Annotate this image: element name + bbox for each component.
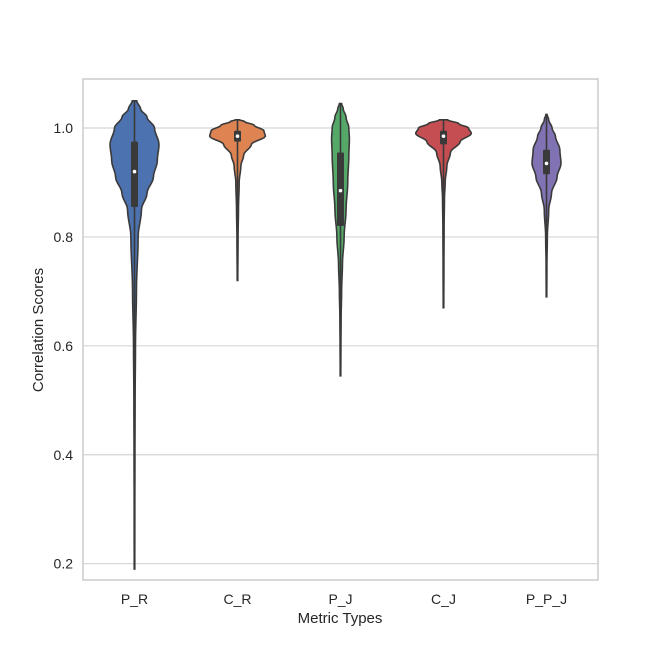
violin-median-point [132, 169, 137, 174]
x-tick-label: P_R [121, 591, 148, 607]
x-tick-label: C_R [223, 591, 251, 607]
violin-p-p-j [531, 113, 562, 298]
violin-median-point [235, 134, 240, 138]
y-tick-label: 1.0 [54, 120, 74, 136]
violin-c-r [208, 119, 267, 282]
x-tick-label: P_J [328, 591, 352, 607]
violin-c-j [414, 119, 473, 309]
violin-median-point [441, 134, 446, 138]
x-tick-labels: P_R C_R P_J C_J P_P_J [121, 591, 567, 607]
plot-frame [82, 78, 599, 581]
x-tick-label: C_J [431, 591, 456, 607]
violin-p-j [330, 102, 351, 377]
x-tick-label: P_P_J [526, 591, 567, 607]
violin-p-r [109, 99, 160, 570]
y-tick-label: 0.6 [54, 338, 74, 354]
y-tick-labels: 0.2 0.4 0.6 0.8 1.0 [54, 120, 74, 572]
y-axis-label: Correlation Scores [30, 268, 47, 392]
y-tick-label: 0.2 [54, 556, 74, 572]
violin-median-point [338, 188, 343, 193]
y-tick-label: 0.4 [54, 447, 74, 463]
violin-median-point [544, 161, 549, 166]
violins [109, 99, 562, 570]
x-axis-label: Metric Types [298, 610, 383, 627]
y-tick-label: 0.8 [54, 229, 74, 245]
violin-iqr-box [131, 141, 138, 207]
